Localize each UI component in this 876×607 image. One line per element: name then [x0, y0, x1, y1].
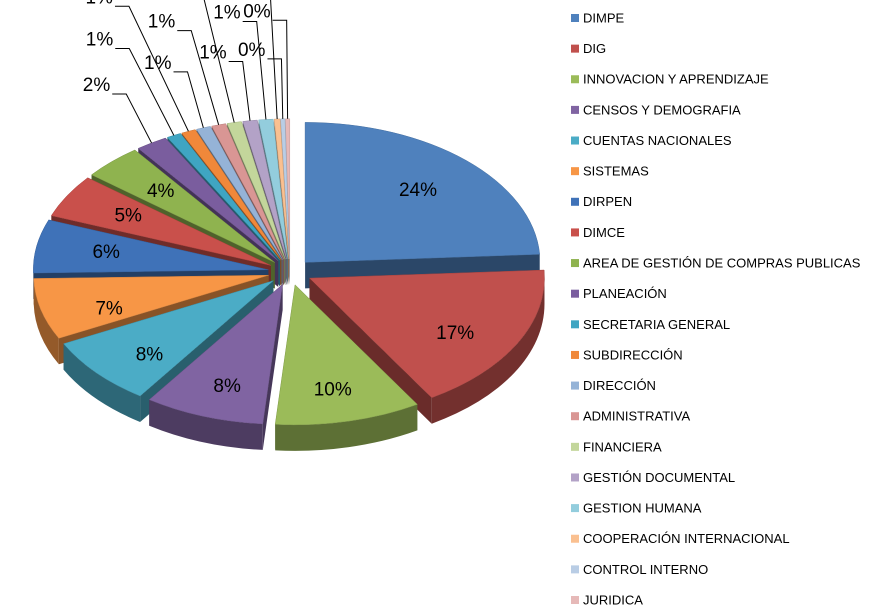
legend-label: JURIDICA: [583, 592, 643, 607]
leader-line: [203, 0, 235, 123]
data-label: 6%: [92, 242, 120, 263]
slice-top: [226, 121, 286, 260]
slice-top: [274, 284, 418, 426]
slice-top: [33, 274, 269, 339]
slice-top: [258, 118, 289, 259]
slice-side: [149, 399, 263, 450]
legend-label: DIRECCIÓN: [583, 378, 656, 393]
legend-swatch: [571, 44, 579, 53]
slice: [304, 122, 540, 289]
legend-label: GESTIÓN DOCUMENTAL: [583, 470, 735, 485]
data-label: 0%: [238, 40, 266, 61]
slice: [148, 283, 283, 450]
slice-wall: [309, 278, 432, 424]
legend-swatch: [571, 320, 579, 329]
leader-line: [177, 30, 220, 125]
legend-swatch: [571, 350, 579, 359]
slice-top: [211, 123, 285, 260]
leader-line: [272, 19, 289, 119]
data-label: 1%: [199, 43, 227, 64]
slice-top: [50, 177, 272, 266]
legend-label: SECRETARIA GENERAL: [583, 317, 730, 332]
data-label: 1%: [85, 0, 113, 8]
legend-label: DIRPEN: [583, 194, 632, 209]
leader-line: [173, 71, 204, 128]
slice-top: [91, 149, 275, 263]
legend-swatch: [571, 442, 579, 451]
leader-line: [270, 0, 278, 120]
data-label: 8%: [136, 345, 164, 366]
data-label: 2%: [83, 75, 111, 96]
slice-top: [304, 122, 540, 263]
slice-top: [280, 118, 290, 259]
legend-swatch: [571, 289, 579, 298]
slice: [308, 269, 545, 424]
data-label: 10%: [314, 380, 352, 401]
legend-label: DIMPE: [583, 10, 625, 25]
legend-label: ADMINISTRATIVA: [583, 409, 690, 424]
slice-side: [63, 343, 141, 422]
legend-swatch: [571, 228, 579, 237]
legend-swatch: [571, 14, 579, 22]
legend-swatch: [571, 596, 579, 604]
leader-line: [228, 61, 251, 121]
legend-swatch: [571, 167, 579, 176]
legend-swatch: [571, 136, 579, 145]
legend-label: CONTROL INTERNO: [583, 562, 708, 577]
legend-swatch: [571, 534, 579, 543]
legend-label: PLANEACIÓN: [583, 286, 667, 301]
data-label: 5%: [114, 206, 142, 227]
data-label: 0%: [243, 1, 271, 22]
data-label: 24%: [399, 180, 437, 201]
legend-label: INNOVACION Y APRENDIZAJE: [583, 72, 769, 87]
legend-label: SISTEMAS: [583, 164, 649, 179]
legend-swatch: [571, 473, 579, 482]
data-label: 17%: [436, 323, 474, 344]
legend-label: DIG: [583, 41, 606, 56]
slice-top: [63, 280, 274, 397]
legend-label: AREA DE GESTIÓN DE COMPRAS PUBLICAS: [583, 255, 861, 270]
slice-top: [285, 118, 291, 259]
legend-label: SUBDIRECCIÓN: [583, 347, 683, 362]
data-label: 1%: [148, 12, 176, 33]
legend-swatch: [571, 412, 579, 421]
data-label: 1%: [144, 53, 172, 74]
legend-swatch: [571, 197, 579, 206]
slice-wall: [262, 284, 283, 450]
leader-line: [115, 48, 175, 136]
leader-line: [242, 20, 267, 120]
legend-swatch: [571, 259, 579, 268]
legend-swatch: [571, 75, 579, 84]
slice-top: [308, 269, 545, 398]
slice: [274, 284, 418, 451]
legend-swatch: [571, 504, 579, 513]
legend-label: GESTION HUMANA: [583, 501, 702, 516]
slice-top: [33, 219, 269, 274]
slice-top: [148, 283, 283, 425]
slice-top: [196, 126, 283, 260]
slice-top: [273, 118, 290, 259]
leader-line: [112, 93, 152, 144]
slice-side: [275, 404, 418, 451]
data-label: 8%: [213, 376, 241, 397]
slice-side: [33, 278, 59, 365]
legend-label: CUENTAS NACIONALES: [583, 133, 732, 148]
data-label: 1%: [213, 2, 241, 23]
legend-swatch: [571, 381, 579, 390]
legend-label: DIMCE: [583, 225, 625, 240]
legend-label: COOPERACIÓN INTERNACIONAL: [583, 531, 790, 546]
leader-line: [114, 5, 189, 132]
legend-swatch: [571, 105, 579, 114]
legend-label: CENSOS Y DEMOGRAFIA: [583, 102, 741, 117]
leader-line: [267, 58, 284, 119]
legend-swatch: [571, 565, 579, 574]
legend-label: FINANCIERA: [583, 439, 662, 454]
data-label: 4%: [147, 181, 175, 202]
slice-top: [137, 137, 279, 262]
slice-side: [431, 278, 545, 424]
data-label: 7%: [95, 298, 123, 319]
data-label: 1%: [86, 30, 114, 51]
